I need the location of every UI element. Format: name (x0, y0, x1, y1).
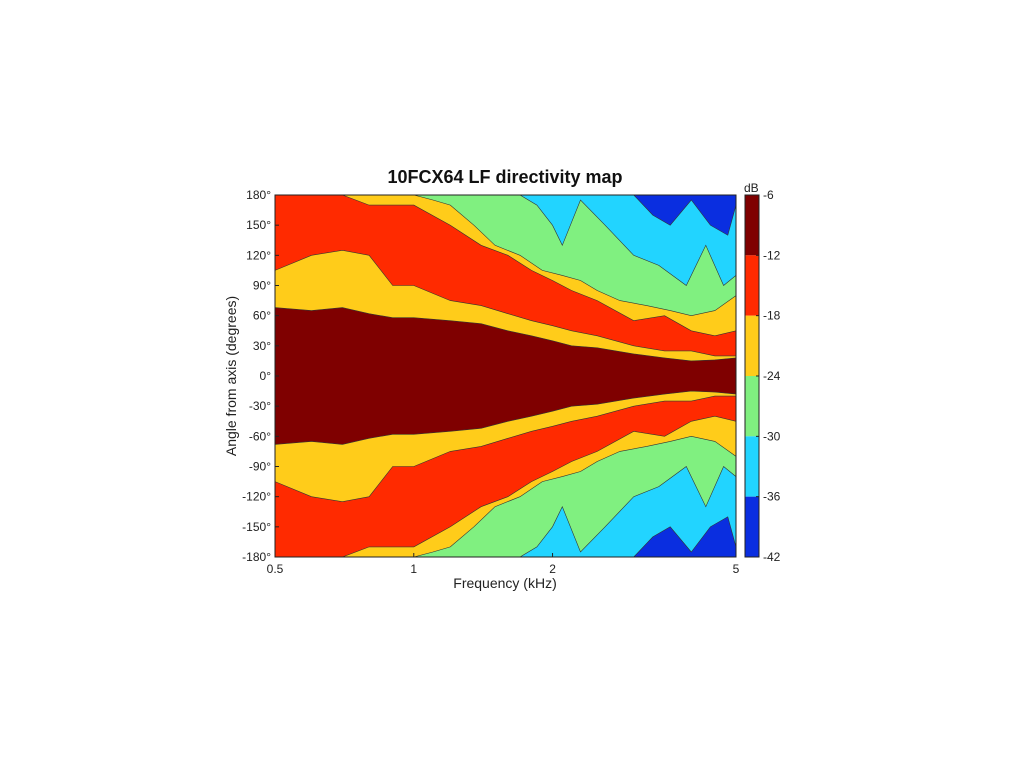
y-tick-label: -150° (242, 520, 271, 534)
colorbar-segment (745, 255, 759, 316)
colorbar-tick-label: -12 (763, 248, 781, 262)
y-tick-label: -180° (242, 550, 271, 564)
contour-band-upper (275, 195, 736, 236)
y-tick-label: -90° (249, 460, 271, 474)
y-tick-label: 180° (246, 188, 271, 202)
colorbar-unit-label: dB (744, 181, 759, 195)
colorbar-tick-label: -30 (763, 429, 781, 443)
colorbar-segment (745, 436, 759, 497)
y-tick-label: -120° (242, 490, 271, 504)
y-tick-label: 30° (253, 339, 271, 353)
colorbar-tick-label: -36 (763, 490, 781, 504)
y-tick-label: 60° (253, 309, 271, 323)
colorbar-segment (745, 195, 759, 256)
y-tick-label: 120° (246, 248, 271, 262)
y-tick-label: 90° (253, 279, 271, 293)
colorbar: -6 -12 -18 -24 -30 -36 -42 dB (744, 181, 781, 564)
y-tick-label: -30° (249, 399, 271, 413)
x-tick-label: 1 (410, 562, 417, 576)
colorbar-segment (745, 315, 759, 376)
contour-band (275, 307, 736, 445)
colorbar-ticks: -6 -12 -18 -24 -30 -36 -42 (756, 188, 781, 564)
y-axis-ticks: 180° 150° 120° 90° 60° 30° 0° -30° -60° -90° -120°… (242, 188, 279, 564)
colorbar-segment (745, 496, 759, 557)
y-tick-label: 150° (246, 218, 271, 232)
plot-area (274, 194, 737, 558)
contour-band-lower (275, 466, 736, 557)
x-axis-ticks: 0.5 1 2 5 (267, 553, 740, 576)
x-tick-label: 2 (549, 562, 556, 576)
x-tick-label: 0.5 (267, 562, 284, 576)
x-tick-label: 5 (733, 562, 740, 576)
colorbar-tick-label: -6 (763, 188, 774, 202)
y-axis-label: Angle from axis (degrees) (223, 296, 239, 456)
colorbar-tick-label: -24 (763, 369, 781, 383)
chart-title: 10FCX64 LF directivity map (387, 167, 622, 187)
y-tick-label: 0° (260, 369, 272, 383)
colorbar-segment (745, 376, 759, 437)
colorbar-tick-label: -42 (763, 550, 781, 564)
contour-band-lower (275, 516, 736, 557)
y-tick-label: -60° (249, 429, 271, 443)
x-axis-label: Frequency (kHz) (453, 575, 556, 591)
contour-band-upper (275, 195, 736, 286)
contour-bands (275, 195, 736, 557)
colorbar-tick-label: -18 (763, 309, 781, 323)
colorbar-fill (745, 195, 759, 557)
